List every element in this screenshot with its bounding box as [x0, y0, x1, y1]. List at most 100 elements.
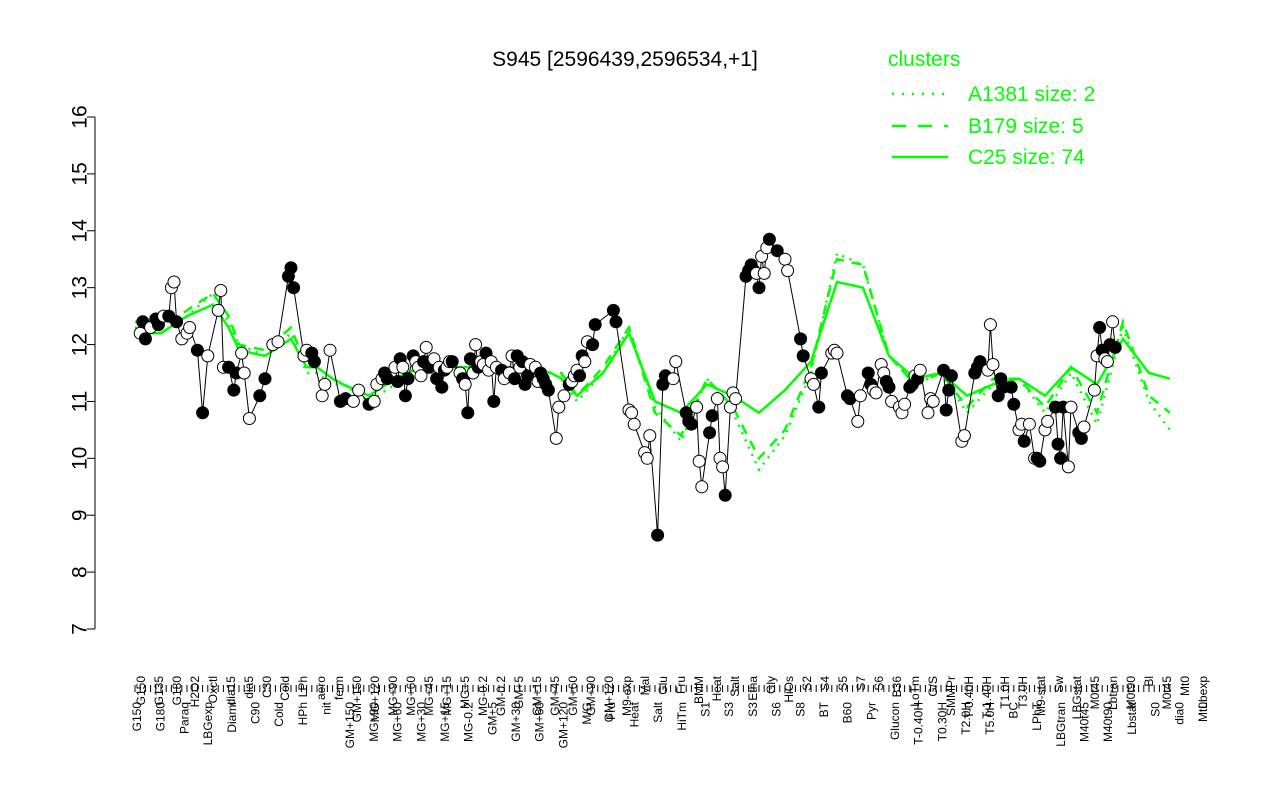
data-point: [882, 380, 896, 394]
y-tick-label: 15: [69, 162, 92, 185]
x-tick-label: T-1.40H: [980, 676, 994, 719]
data-point: [926, 394, 940, 408]
x-tick-label: GM+150: [350, 676, 364, 723]
x-tick-label: S3: [746, 702, 760, 717]
data-point: [578, 355, 592, 369]
x-tick-label: aero: [314, 676, 328, 700]
x-tick-label: Lbstat: [1125, 701, 1139, 734]
x-tick-label: G150: [134, 676, 148, 706]
data-point: [1061, 460, 1075, 474]
x-tick-label: S1: [699, 702, 713, 717]
x-tick-label: T0.30H: [935, 702, 949, 741]
data-point: [898, 397, 912, 411]
data-point: [703, 426, 717, 440]
data-point: [752, 281, 766, 295]
x-tick-label: G150: [130, 702, 144, 732]
x-tick-label: S8: [793, 702, 807, 717]
data-point: [461, 406, 475, 420]
x-tick-label: BMM: [692, 676, 706, 704]
x-tick-label: GM+120: [602, 676, 616, 723]
data-point: [781, 264, 795, 278]
x-tick-label: Fru: [674, 676, 688, 694]
data-point: [307, 355, 321, 369]
y-tick-label: 10: [69, 447, 92, 470]
x-tick-label: Salt: [728, 675, 742, 696]
x-tick-label: dia15: [224, 676, 238, 706]
x-tick-label: Glu: [656, 676, 670, 695]
x-tick-label: C90: [248, 702, 262, 724]
data-point: [138, 332, 152, 346]
data-point: [401, 372, 415, 386]
data-point: [557, 389, 571, 403]
data-point: [435, 380, 449, 394]
x-tick-label: LBGexp: [201, 702, 215, 746]
data-point: [705, 409, 719, 423]
data-point: [973, 355, 987, 369]
x-tick-label: M40t45: [1078, 702, 1092, 742]
data-point: [1106, 315, 1120, 329]
x-tick-label: Lbtran: [1106, 676, 1120, 710]
x-tick-label: LPhT: [1030, 701, 1044, 730]
x-tick-label: S6: [770, 702, 784, 717]
data-point: [242, 412, 256, 425]
data-point: [1041, 414, 1055, 428]
data-point: [469, 338, 483, 352]
x-tick-label: MG+60: [404, 676, 418, 716]
data-point: [625, 406, 639, 420]
data-point: [830, 346, 844, 360]
x-tick-label: GM+5: [485, 702, 499, 735]
x-tick-label: dia5: [242, 676, 256, 699]
x-tick-label: Fru: [604, 702, 618, 720]
data-point: [1022, 417, 1036, 431]
y-tick-label: 11: [69, 391, 92, 413]
x-tick-label: Paraq: [177, 702, 191, 734]
x-tick-label: LoTm: [908, 676, 922, 707]
data-point: [167, 275, 181, 289]
data-point: [770, 244, 784, 258]
data-point: [814, 366, 828, 380]
x-tick-label: Glucon: [888, 702, 902, 740]
x-tick-label: M9-stat: [1034, 675, 1048, 716]
data-point: [861, 366, 875, 380]
chart-title: S945 [2596439,2596534,+1]: [492, 48, 758, 71]
axes: 7 8 9 10 11 12 13 14 15 16: [69, 105, 1171, 692]
x-tick-label: T-0.40H: [962, 676, 976, 719]
data-point: [716, 460, 730, 474]
x-tick-label: GM+5: [512, 676, 526, 709]
data-point: [684, 417, 698, 431]
data-point: [651, 528, 665, 542]
data-point: [284, 261, 298, 275]
x-tick-label: HiOs: [782, 676, 796, 703]
data-point: [640, 451, 654, 465]
data-point: [445, 355, 459, 369]
data-point: [957, 429, 971, 443]
legend-label-a1381: A1381 size: 2: [968, 83, 1095, 106]
data-point: [508, 372, 522, 386]
x-tick-label: Pyr: [864, 702, 878, 720]
data-point: [170, 315, 184, 329]
x-tick-label: T-0.40H: [912, 702, 926, 745]
data-point: [851, 414, 865, 428]
data-point: [690, 400, 704, 414]
x-tick-label: G135: [152, 676, 166, 706]
y-tick-label: 9: [69, 509, 92, 521]
data-point: [794, 332, 808, 346]
data-point: [258, 372, 272, 386]
data-point: [1004, 380, 1018, 394]
data-point: [398, 389, 412, 403]
x-tick-label: M40t90: [1101, 702, 1115, 742]
data-point: [367, 394, 381, 408]
data-point: [695, 480, 709, 494]
data-point: [1051, 437, 1065, 451]
x-tick-label: GM+60: [533, 702, 547, 742]
x-tick-label: Mal: [638, 676, 652, 695]
y-tick-label: 12: [69, 333, 92, 356]
x-tick-label: GM+90: [584, 676, 598, 716]
legend-label-b179: B179 size: 5: [968, 115, 1084, 138]
x-tick-label: Cold: [278, 676, 292, 701]
data-point: [643, 429, 657, 443]
y-tick-label: 13: [69, 276, 92, 299]
x-tick-label: nit: [320, 701, 334, 714]
data-point: [1064, 400, 1078, 414]
y-tick-label: 16: [69, 105, 92, 128]
